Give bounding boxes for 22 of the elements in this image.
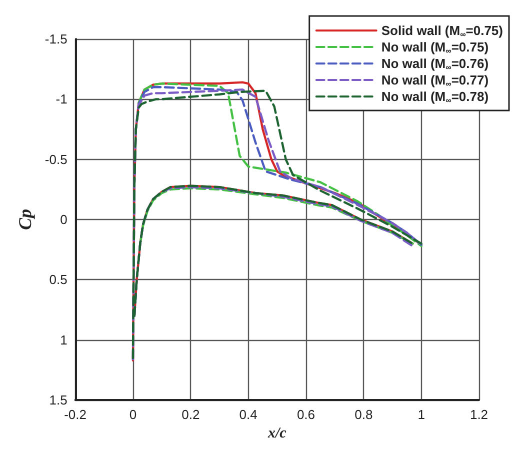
y-tick-label: -0.5 — [44, 152, 68, 167]
legend-label: No wall (M∞=0.75) — [381, 40, 489, 56]
x-tick-label: 0.8 — [354, 407, 373, 422]
legend-label: No wall (M∞=0.77) — [381, 72, 489, 88]
y-tick-label: 1.5 — [49, 392, 68, 408]
legend-label: No wall (M∞=0.78) — [381, 89, 489, 105]
legend-label: Solid wall (M∞=0.75) — [381, 23, 504, 39]
y-tick-label: 0.5 — [49, 272, 68, 288]
x-tick-label: 0 — [129, 407, 137, 422]
x-tick-label: 0.2 — [182, 407, 200, 422]
y-axis-title: Cp — [15, 209, 35, 230]
x-tick-label: 0.4 — [239, 407, 258, 422]
y-tick-label: 1 — [60, 332, 68, 348]
legend-label: No wall (M∞=0.76) — [381, 56, 489, 72]
x-tick-label: 1 — [418, 407, 425, 422]
x-axis-title: x/c — [266, 426, 287, 442]
x-tick-label: 1.2 — [470, 407, 488, 422]
y-tick-label: -1.5 — [44, 32, 68, 46]
y-tick-label: -1 — [56, 92, 68, 107]
x-tick-label: 0.6 — [296, 407, 316, 422]
x-tick-label: -0.2 — [64, 407, 87, 422]
y-tick-label: 0 — [60, 212, 68, 228]
